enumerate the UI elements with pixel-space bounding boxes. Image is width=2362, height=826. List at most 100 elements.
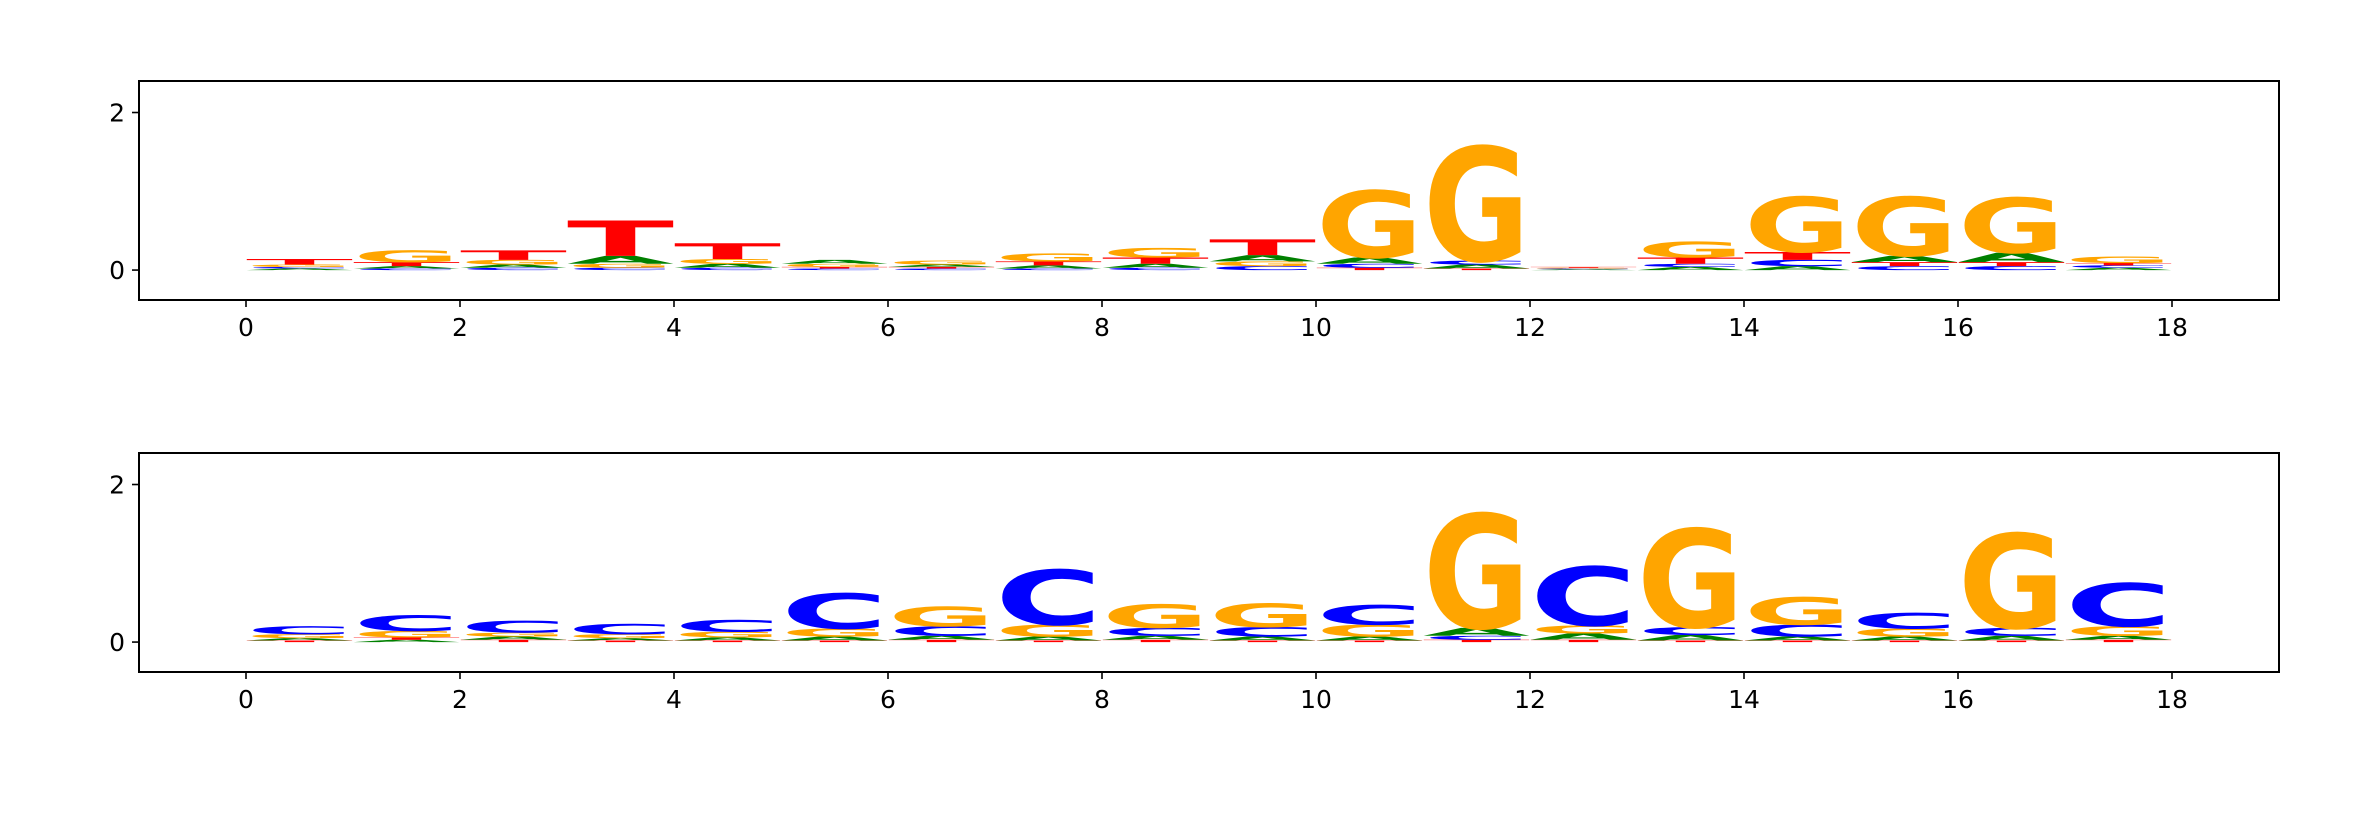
logo-letter: G xyxy=(567,263,674,269)
logo-letter: C xyxy=(460,618,567,637)
logo-letter: G xyxy=(353,629,460,639)
logo-letter: G xyxy=(1102,245,1209,260)
logo-letter: G xyxy=(1102,598,1209,636)
logo-letter: G xyxy=(1316,622,1423,641)
logo-letter: A xyxy=(567,254,674,267)
logo-letter: T xyxy=(1744,640,1851,643)
logo-letter: C xyxy=(1423,260,1530,266)
logo-letter: T xyxy=(995,260,1102,266)
logo-letter: G xyxy=(1530,623,1637,636)
logo-letter: G xyxy=(1423,115,1530,297)
x-tick-label: 0 xyxy=(238,313,254,342)
logo-letter: G xyxy=(995,622,1102,641)
logo-letter: T xyxy=(674,239,781,264)
logo-letter: C xyxy=(1209,625,1316,640)
logo-letter: A xyxy=(1851,635,1958,641)
x-tick-label: 4 xyxy=(666,313,682,342)
logo-letter: G xyxy=(1423,482,1530,664)
logo-letter: G xyxy=(353,247,460,266)
logo-letter: C xyxy=(1851,265,1958,271)
x-tick-label: 14 xyxy=(1728,685,1760,714)
logo-letter: T xyxy=(246,640,353,643)
logo-letter: T xyxy=(1851,261,1958,267)
logo-letter: C xyxy=(888,624,995,639)
logo-letter: G xyxy=(246,633,353,639)
logo-letter: C xyxy=(1958,265,2065,271)
logo-letter: A xyxy=(1637,266,1744,271)
y-tick-label: 2 xyxy=(109,99,125,128)
logo-letter: T xyxy=(1530,639,1637,643)
logo-letter: A xyxy=(1744,635,1851,641)
logo-letter: A xyxy=(1209,635,1316,641)
logo-letter: A xyxy=(1958,250,2065,265)
y-tick-label: 0 xyxy=(109,256,125,285)
logo-letter: T xyxy=(1851,640,1958,643)
logo-letter: C xyxy=(1530,268,1637,269)
logo-letter: G xyxy=(1851,627,1958,640)
logo-letter: A xyxy=(460,636,567,641)
logo-letter: A xyxy=(246,637,353,641)
logo-letter: G xyxy=(781,263,888,268)
logo-letter: G xyxy=(1530,267,1637,268)
logo-letter: T xyxy=(1423,268,1530,271)
logo-letter: A xyxy=(1316,256,1423,266)
logo-letter: A xyxy=(460,264,567,269)
logo-letter: G xyxy=(246,264,353,268)
logo-letter: C xyxy=(1209,265,1316,271)
logo-letter: C xyxy=(246,624,353,637)
logo-letter: T xyxy=(1316,267,1423,271)
logo-letter: C xyxy=(995,268,1102,271)
logo-letter: T xyxy=(460,639,567,643)
logo-letter: A xyxy=(567,637,674,641)
logo-letter: T xyxy=(2065,639,2172,643)
x-tick-label: 16 xyxy=(1942,685,1974,714)
logo-letter: G xyxy=(1209,597,1316,635)
x-tick-label: 2 xyxy=(452,313,468,342)
logo-panel: ACGTCATGCAGTCGATCAGTCTGACTAGCATGCATGCGAT… xyxy=(109,80,2280,342)
logo-letter: G xyxy=(674,258,781,266)
logo-letter: C xyxy=(246,266,353,269)
logo-letter: T xyxy=(1744,250,1852,263)
logo-letter: T xyxy=(1530,267,1637,268)
logo-letter: C xyxy=(460,267,567,271)
x-tick-label: 14 xyxy=(1728,313,1760,342)
logo-letter: T xyxy=(567,211,675,268)
logo-letter: A xyxy=(1423,626,1530,639)
logo-letter: A xyxy=(1851,254,1958,264)
logo-letter: A xyxy=(1958,634,2065,642)
x-tick-label: 2 xyxy=(452,685,468,714)
logo-letter: C xyxy=(1637,625,1744,638)
logo-letter: C xyxy=(1316,600,1423,631)
logo-letter: A xyxy=(1316,635,1423,641)
logo-letter: T xyxy=(674,640,781,643)
logo-letter: A xyxy=(1102,263,1209,269)
logo-letter: G xyxy=(1637,503,1744,660)
logo-letter: G xyxy=(995,251,1102,264)
logo-letter: T xyxy=(2065,262,2172,266)
logo-letter: C xyxy=(1851,609,1958,634)
x-tick-label: 8 xyxy=(1094,313,1110,342)
logo-letter: A xyxy=(674,263,781,269)
logo-letter: A xyxy=(995,635,1102,641)
logo-letter: T xyxy=(1316,640,1423,643)
x-tick-label: 0 xyxy=(238,685,254,714)
logo-letter: T xyxy=(888,639,995,643)
logo-letter: A xyxy=(888,264,995,268)
logo-letter: A xyxy=(2065,635,2172,641)
logo-letter: T xyxy=(1102,256,1210,266)
logo-letter: T xyxy=(1637,256,1745,266)
logo-letter: A xyxy=(1530,632,1637,642)
logo-letter: G xyxy=(1637,238,1744,263)
logo-letter: T xyxy=(888,266,995,269)
x-tick-label: 10 xyxy=(1300,685,1332,714)
logo-letter: G xyxy=(888,602,995,633)
logo-letter: G xyxy=(1851,182,1958,275)
logo-letter: T xyxy=(353,637,460,641)
logo-letter: T xyxy=(781,640,888,643)
logo-letter: A xyxy=(781,635,888,641)
logo-letter: T xyxy=(246,258,353,267)
x-tick-label: 10 xyxy=(1300,313,1332,342)
logo-letter: A xyxy=(995,264,1102,269)
